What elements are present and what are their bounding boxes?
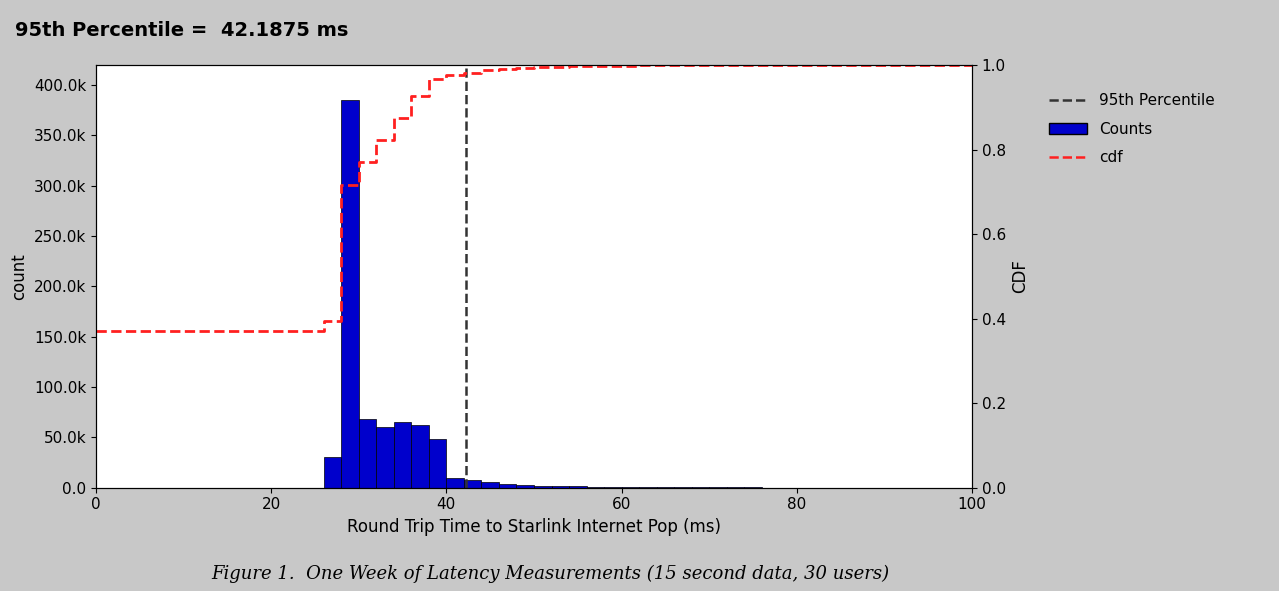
Bar xyxy=(358,419,376,488)
X-axis label: Round Trip Time to Starlink Internet Pop (ms): Round Trip Time to Starlink Internet Pop… xyxy=(347,518,721,536)
Bar xyxy=(446,478,464,488)
Y-axis label: CDF: CDF xyxy=(1012,259,1030,293)
Bar xyxy=(324,457,341,488)
Bar xyxy=(481,482,499,488)
Bar xyxy=(569,486,587,488)
Bar xyxy=(341,100,358,488)
Bar xyxy=(464,479,481,488)
Bar xyxy=(551,486,569,488)
Bar xyxy=(535,486,551,488)
Bar xyxy=(587,486,604,488)
Bar xyxy=(376,427,394,488)
Bar xyxy=(622,487,640,488)
Y-axis label: count: count xyxy=(10,253,28,300)
Bar xyxy=(412,425,428,488)
Legend: 95th Percentile, Counts, cdf: 95th Percentile, Counts, cdf xyxy=(1041,85,1223,173)
Bar xyxy=(428,439,446,488)
Text: 95th Percentile =  42.1875 ms: 95th Percentile = 42.1875 ms xyxy=(15,21,349,40)
Text: Figure 1.  One Week of Latency Measurements (15 second data, 30 users): Figure 1. One Week of Latency Measuremen… xyxy=(211,564,889,583)
Bar xyxy=(394,422,412,488)
Bar xyxy=(517,485,533,488)
Bar xyxy=(499,483,517,488)
Bar xyxy=(604,487,622,488)
